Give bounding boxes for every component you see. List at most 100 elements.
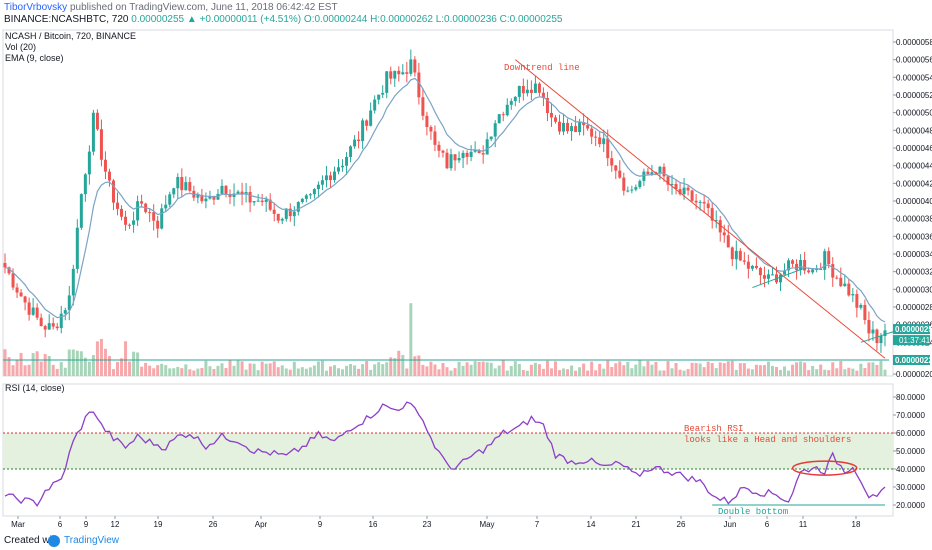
candle-body [228, 193, 232, 198]
annotation-head-shoulders[interactable]: looks like a Head and shoulders [684, 435, 852, 445]
volume-bar [879, 360, 883, 376]
volume-bar [598, 363, 602, 376]
volume-bar [618, 361, 622, 376]
volume-bar [630, 368, 634, 376]
candle-body [332, 171, 336, 181]
candle-body [718, 220, 722, 233]
volume-bar [304, 368, 308, 376]
candle-body [252, 201, 256, 203]
candle-body [586, 125, 590, 129]
volume-bar [750, 369, 754, 376]
candle-body [425, 115, 429, 127]
candle-body [19, 292, 23, 297]
volume-bar [622, 365, 626, 376]
volume-bar [385, 362, 389, 376]
time-tick-label: 9 [318, 520, 323, 529]
candle-body [566, 122, 570, 132]
annotation-bearish-rsi[interactable]: Bearish RSI [684, 424, 744, 434]
volume-bar [397, 350, 401, 376]
ema-line [4, 77, 886, 323]
candle-body [389, 71, 393, 79]
volume-bar [453, 368, 457, 376]
candle-body [497, 114, 501, 124]
candle-body [437, 144, 441, 151]
volume-bar [839, 361, 843, 376]
volume-bar [586, 370, 590, 376]
volume-bar [324, 370, 328, 376]
candle-body [706, 203, 710, 209]
annotation-double-bottom[interactable]: Double bottom [718, 507, 789, 517]
volume-bar [505, 370, 509, 376]
legend-title: NCASH / Bitcoin, 720, BINANCE [5, 31, 137, 41]
candle-body [521, 85, 525, 94]
volume-bar [718, 362, 722, 376]
candle-body [27, 302, 31, 315]
volume-bar [678, 369, 682, 376]
candle-body [698, 201, 702, 203]
candle-body [505, 104, 509, 116]
tradingview-link[interactable]: TradingView [64, 535, 120, 546]
author-link[interactable]: TiborVrbovsky [4, 2, 68, 13]
volume-bar [95, 341, 99, 376]
rsi-tick-label: 60.0000 [896, 429, 925, 438]
volume-bar [509, 366, 513, 376]
candle-body [533, 83, 537, 93]
volume-bar [332, 365, 336, 376]
volume-bar [180, 368, 184, 376]
time-tick-label: 14 [587, 520, 596, 529]
volume-bar [300, 367, 304, 376]
candle-body [308, 194, 312, 196]
annotation-downtrend[interactable]: Downtrend line [504, 63, 580, 73]
volume-bar [823, 369, 827, 376]
volume-bars [3, 303, 887, 376]
volume-bar [553, 361, 557, 376]
candle-body [39, 317, 43, 327]
rsi-tick-label: 30.0000 [896, 483, 925, 492]
volume-bar [582, 363, 586, 376]
candle-body [754, 265, 758, 269]
candle-body [787, 260, 791, 271]
candle-body [473, 150, 477, 152]
volume-bar [252, 363, 256, 376]
candle-body [3, 262, 7, 268]
volume-bar [409, 303, 413, 376]
volume-bar [562, 368, 566, 376]
volume-bar [27, 364, 31, 376]
volume-bar [353, 365, 357, 376]
volume-bar [79, 351, 83, 376]
volume-bar [320, 360, 324, 376]
volume-bar [686, 369, 690, 376]
candle-body [176, 176, 180, 189]
volume-bar [835, 368, 839, 376]
symbol-line: BINANCE:NCASHBTC, 720 0.00000255 ▲ +0.00… [4, 14, 562, 25]
candle-body [734, 250, 738, 260]
candle-body [525, 89, 529, 94]
volume-bar [256, 370, 260, 376]
volume-bar [610, 366, 614, 376]
candle-body [622, 177, 626, 191]
candle-body [152, 212, 156, 221]
time-tick-label: 23 [423, 520, 432, 529]
candle-body [276, 213, 280, 221]
publish-line: TiborVrbovsky published on TradingView.c… [4, 2, 338, 13]
volume-bar [276, 367, 280, 376]
volume-bar [59, 362, 63, 376]
volume-bar [662, 370, 666, 376]
volume-bar [871, 362, 875, 376]
volume-bar [590, 361, 594, 376]
volume-bar [570, 365, 574, 376]
volume-bar [867, 362, 871, 376]
volume-bar [132, 351, 136, 376]
volume-bar [377, 362, 381, 376]
candle-body [43, 326, 47, 330]
volume-bar [847, 367, 851, 376]
volume-bar [264, 363, 268, 376]
rsi-tick-label: 70.0000 [896, 411, 925, 420]
volume-bar [232, 365, 236, 376]
candle-body [208, 195, 212, 199]
